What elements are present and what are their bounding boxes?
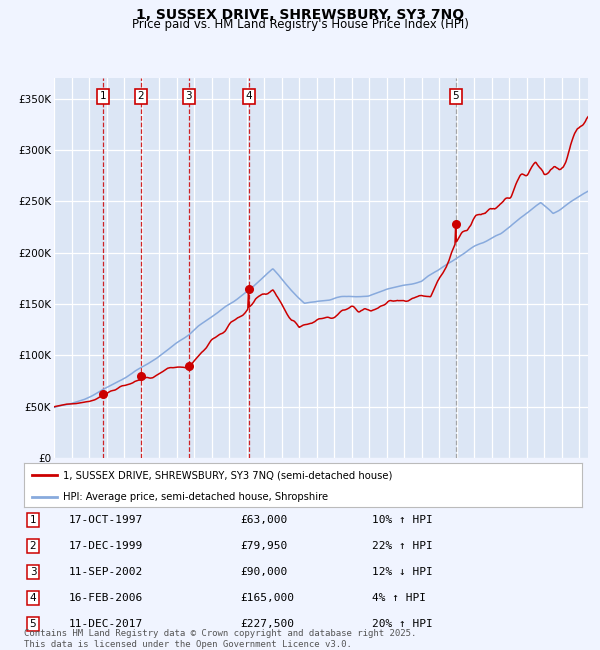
Text: 5: 5 — [29, 619, 37, 629]
Text: Contains HM Land Registry data © Crown copyright and database right 2025.
This d: Contains HM Land Registry data © Crown c… — [24, 629, 416, 649]
Text: 4% ↑ HPI: 4% ↑ HPI — [372, 593, 426, 603]
Text: 1, SUSSEX DRIVE, SHREWSBURY, SY3 7NQ: 1, SUSSEX DRIVE, SHREWSBURY, SY3 7NQ — [136, 8, 464, 22]
Text: £227,500: £227,500 — [240, 619, 294, 629]
Text: 12% ↓ HPI: 12% ↓ HPI — [372, 567, 433, 577]
Text: 3: 3 — [29, 567, 37, 577]
Text: 22% ↑ HPI: 22% ↑ HPI — [372, 541, 433, 551]
Text: 1: 1 — [29, 515, 37, 525]
Text: 17-OCT-1997: 17-OCT-1997 — [69, 515, 143, 525]
Text: 10% ↑ HPI: 10% ↑ HPI — [372, 515, 433, 525]
Text: 11-DEC-2017: 11-DEC-2017 — [69, 619, 143, 629]
Text: 17-DEC-1999: 17-DEC-1999 — [69, 541, 143, 551]
Text: £90,000: £90,000 — [240, 567, 287, 577]
Text: 16-FEB-2006: 16-FEB-2006 — [69, 593, 143, 603]
Text: £165,000: £165,000 — [240, 593, 294, 603]
Text: 20% ↑ HPI: 20% ↑ HPI — [372, 619, 433, 629]
Text: £63,000: £63,000 — [240, 515, 287, 525]
Text: 4: 4 — [29, 593, 37, 603]
Text: 1: 1 — [100, 92, 106, 101]
Text: 5: 5 — [452, 92, 459, 101]
Text: £79,950: £79,950 — [240, 541, 287, 551]
Text: 3: 3 — [185, 92, 192, 101]
Text: 2: 2 — [29, 541, 37, 551]
Text: 2: 2 — [137, 92, 144, 101]
Text: Price paid vs. HM Land Registry's House Price Index (HPI): Price paid vs. HM Land Registry's House … — [131, 18, 469, 31]
Text: HPI: Average price, semi-detached house, Shropshire: HPI: Average price, semi-detached house,… — [63, 492, 328, 502]
Text: 4: 4 — [245, 92, 252, 101]
Text: 11-SEP-2002: 11-SEP-2002 — [69, 567, 143, 577]
Text: 1, SUSSEX DRIVE, SHREWSBURY, SY3 7NQ (semi-detached house): 1, SUSSEX DRIVE, SHREWSBURY, SY3 7NQ (se… — [63, 470, 392, 480]
